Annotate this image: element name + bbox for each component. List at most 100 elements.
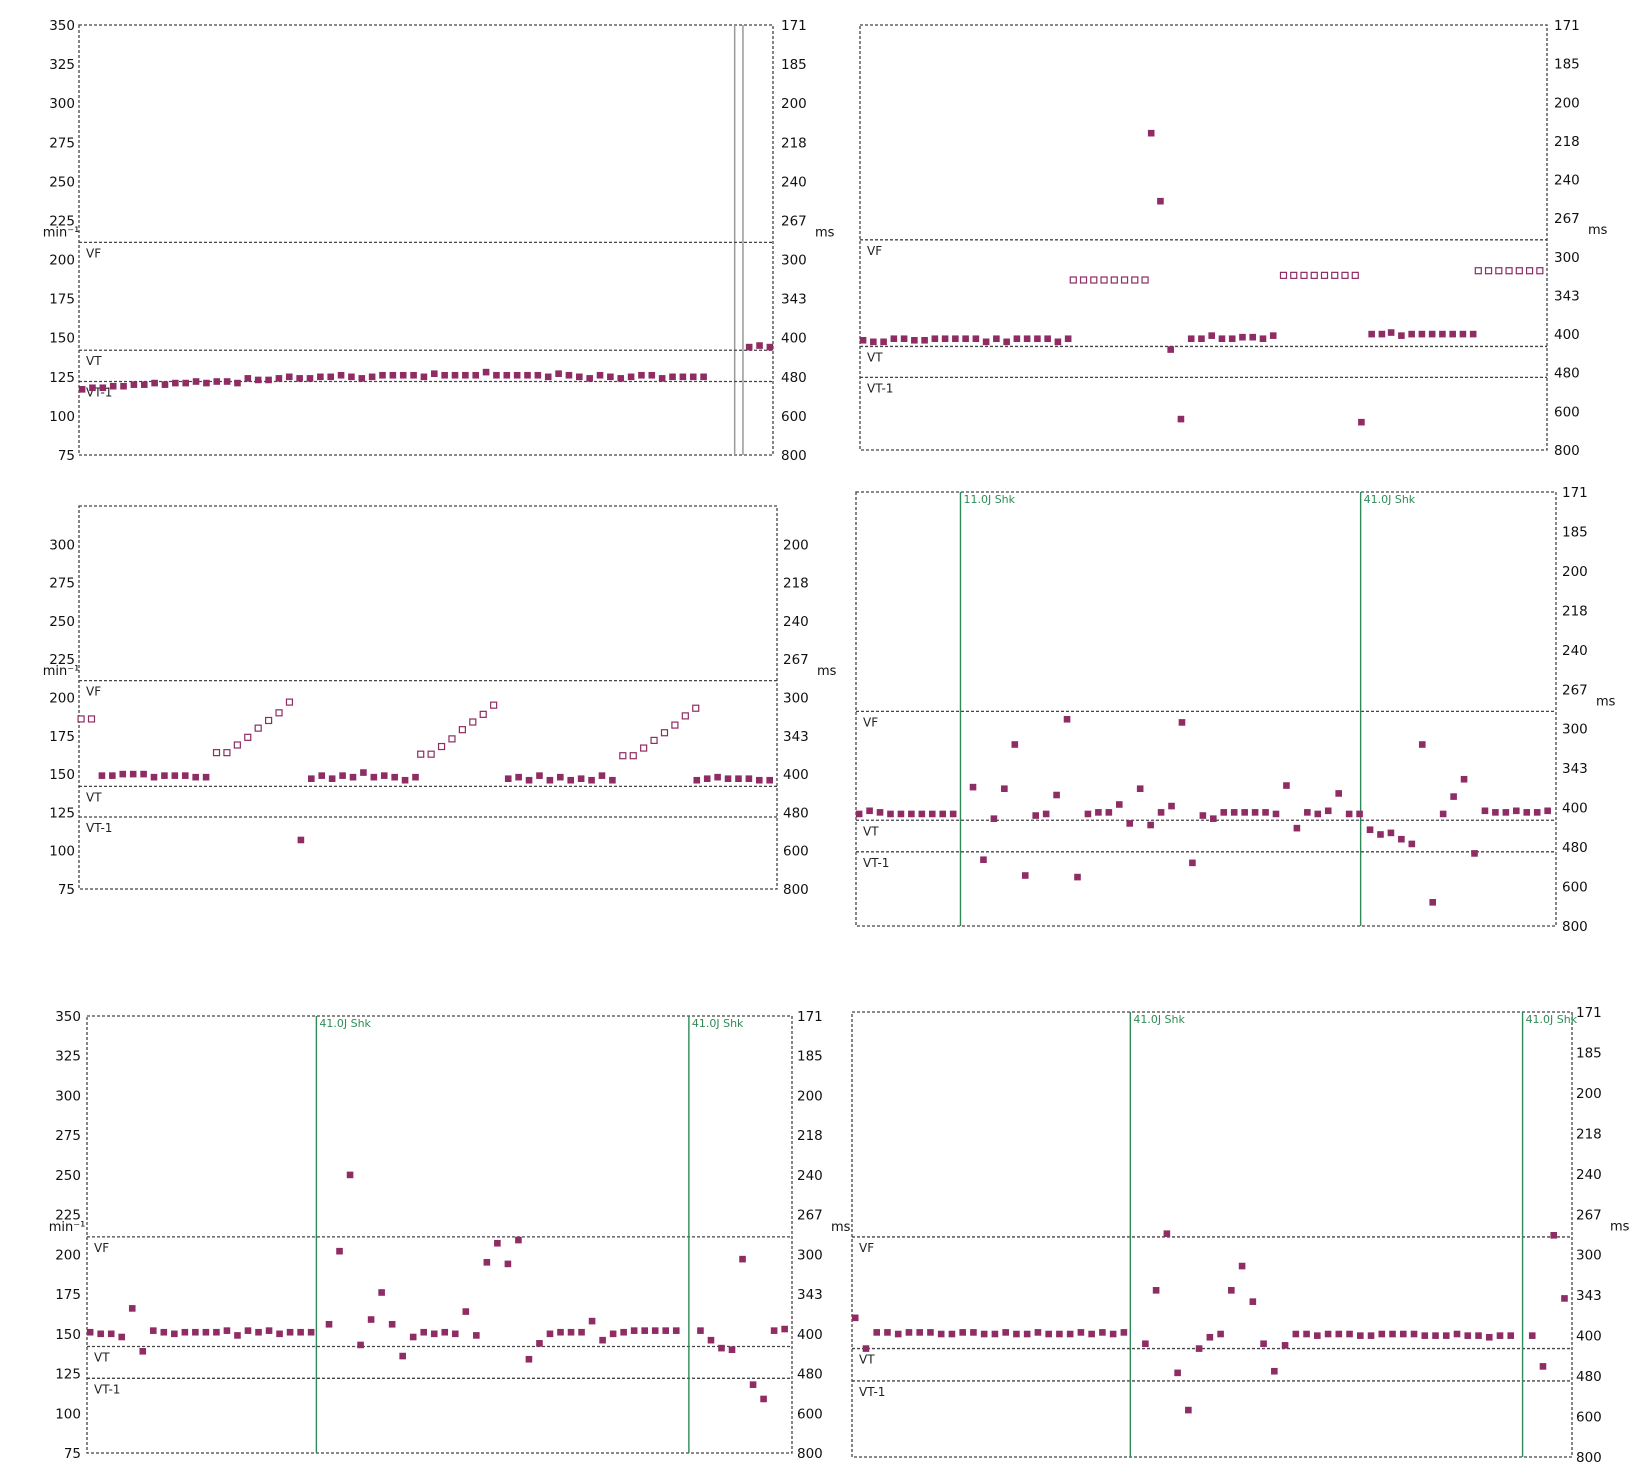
data-point <box>1346 1330 1353 1338</box>
data-point <box>546 776 554 784</box>
threshold-label-vt-1: VT-1 <box>859 1385 885 1399</box>
data-point <box>1324 807 1332 815</box>
data-point <box>1195 1345 1203 1352</box>
data-point <box>1271 1367 1278 1375</box>
data-point <box>948 1330 956 1338</box>
data-point <box>388 1320 396 1328</box>
data-point <box>577 775 585 782</box>
data-point <box>1034 1329 1042 1336</box>
right-tick-label: 240 <box>1562 643 1588 659</box>
data-point <box>412 773 419 781</box>
threshold-label-vf: VF <box>863 715 878 729</box>
data-point-open <box>650 736 658 744</box>
threshold-label-vt: VT <box>867 350 883 364</box>
right-tick-label: 480 <box>797 1367 823 1383</box>
left-tick-label: 200 <box>49 691 75 707</box>
data-point <box>109 382 117 390</box>
data-point <box>318 772 326 779</box>
data-point <box>140 770 147 778</box>
right-tick-label: 200 <box>781 96 807 112</box>
data-point <box>700 373 707 381</box>
data-point <box>1378 1330 1386 1338</box>
left-tick-label: 200 <box>55 1247 81 1263</box>
right-tick-label: 240 <box>783 614 809 630</box>
data-point <box>409 1333 417 1341</box>
data-point-open <box>1100 276 1108 284</box>
data-point <box>1366 826 1374 834</box>
data-point-open <box>417 750 425 758</box>
data-point <box>336 1247 343 1255</box>
data-point <box>482 368 490 376</box>
data-point-open <box>254 724 262 732</box>
data-point <box>306 375 314 382</box>
data-point <box>128 1305 136 1312</box>
data-point <box>401 776 409 784</box>
data-point <box>370 773 378 781</box>
data-point <box>641 1327 648 1334</box>
data-point-open <box>1495 267 1503 275</box>
right-tick-label: 400 <box>1562 801 1588 817</box>
data-point <box>358 375 366 382</box>
data-point-open <box>244 733 252 741</box>
data-point <box>1398 835 1405 843</box>
data-point <box>714 773 721 781</box>
data-point <box>576 373 583 381</box>
data-point <box>703 775 711 782</box>
data-point <box>86 1328 94 1336</box>
data-point <box>627 373 635 381</box>
shock-label: 41.0J Shk <box>319 1017 371 1030</box>
data-point <box>297 836 305 844</box>
data-point <box>1485 1333 1493 1341</box>
data-point <box>171 772 179 779</box>
data-point <box>1228 1287 1235 1294</box>
plot-frame <box>851 1011 1573 1458</box>
data-point <box>389 371 397 379</box>
data-point <box>749 1381 757 1388</box>
right-tick-label: 343 <box>797 1287 823 1303</box>
data-point <box>1314 810 1322 818</box>
data-point <box>286 1328 294 1336</box>
shock-label: 41.0J Shk <box>692 1017 744 1030</box>
data-point-open <box>1300 271 1308 279</box>
data-point-open <box>681 712 689 720</box>
data-point <box>1449 330 1456 338</box>
data-point <box>1077 1329 1085 1336</box>
data-point <box>357 1341 364 1349</box>
data-point <box>941 335 949 343</box>
right-tick-label: 218 <box>783 576 809 592</box>
data-point <box>1442 1332 1450 1339</box>
chart-panel-1: VFVTVT-135032530027525022520017515012510… <box>43 18 835 464</box>
threshold-label-vf: VF <box>94 1241 109 1255</box>
right-tick-label: 300 <box>1562 722 1588 738</box>
plot-frame <box>859 24 1548 451</box>
data-point <box>1502 809 1510 816</box>
data-point <box>337 371 345 379</box>
data-point <box>1142 1340 1149 1348</box>
data-point <box>1053 791 1060 799</box>
data-point <box>718 1344 725 1352</box>
data-point <box>536 1340 543 1347</box>
right-tick-label: 185 <box>797 1049 823 1065</box>
right-tick-label: 218 <box>797 1128 823 1144</box>
data-point <box>1157 809 1165 816</box>
right-tick-label: 600 <box>781 409 807 425</box>
data-point <box>1013 1330 1020 1338</box>
left-tick-label: 125 <box>55 1367 81 1383</box>
data-point <box>1174 1369 1181 1377</box>
data-point <box>1356 810 1363 818</box>
data-point <box>399 1352 406 1360</box>
data-point <box>223 378 231 385</box>
data-point <box>728 1346 736 1354</box>
left-tick-label: 275 <box>55 1128 81 1144</box>
data-point <box>745 343 753 351</box>
data-point <box>1387 329 1395 336</box>
data-point <box>161 381 169 388</box>
data-point <box>151 379 158 387</box>
data-point <box>1084 810 1092 818</box>
data-point-open <box>479 710 487 718</box>
data-point-open <box>1474 267 1482 275</box>
left-tick-label: 125 <box>49 805 75 821</box>
data-point <box>669 373 676 381</box>
data-point <box>1304 809 1311 816</box>
data-point <box>1168 802 1175 810</box>
